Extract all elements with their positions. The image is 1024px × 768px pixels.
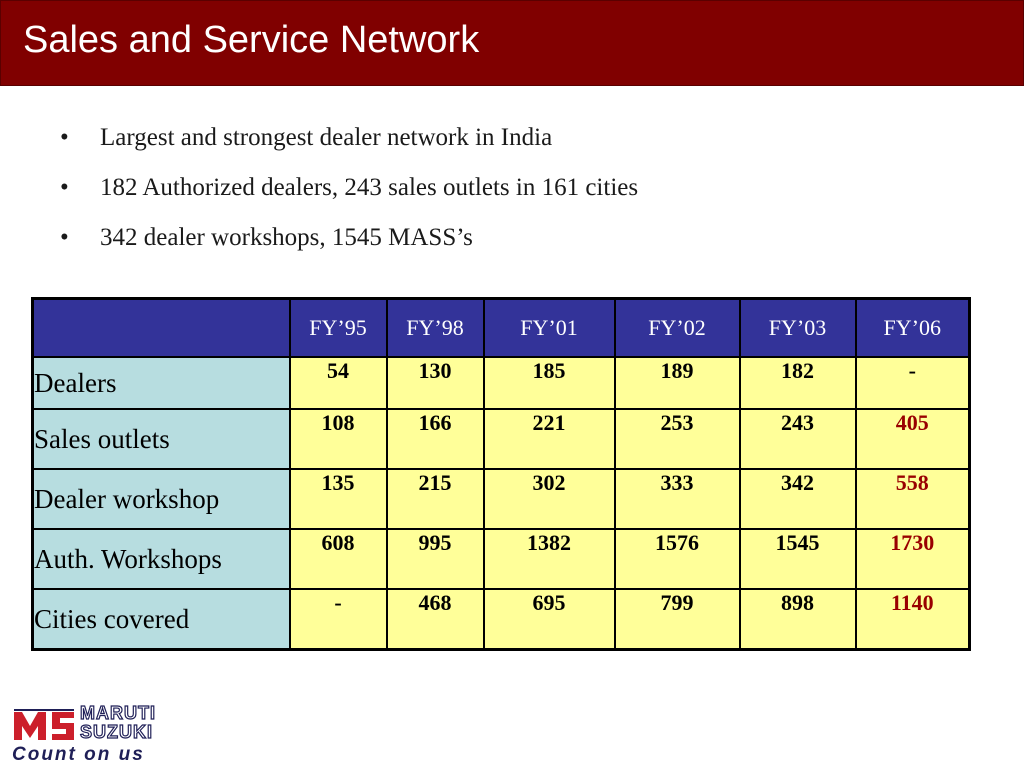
table-cell: 799 <box>613 588 741 651</box>
slide-title: Sales and Service Network <box>23 19 480 61</box>
bullet-item: • Largest and strongest dealer network i… <box>60 118 638 168</box>
table-cell: 54 <box>288 356 388 410</box>
ms-logo-icon <box>14 709 74 740</box>
table-cell: 185 <box>482 356 616 410</box>
logo-brand-line1: MARUTI <box>79 703 156 723</box>
row-label: Auth. Workshops <box>31 528 291 590</box>
table-cell: 108 <box>288 408 388 470</box>
column-header: FY’03 <box>738 297 857 358</box>
table-row: Sales outlets 108 166 221 253 243 405 <box>31 408 971 470</box>
table-cell: 995 <box>385 528 485 590</box>
table-row: Cities covered - 468 695 799 898 1140 <box>31 588 971 651</box>
table-cell: 468 <box>385 588 485 651</box>
bullet-dot-icon: • <box>60 174 69 201</box>
table-row: Dealers 54 130 185 189 182 - <box>31 356 971 410</box>
column-header: FY’98 <box>385 297 485 358</box>
row-label: Cities covered <box>31 588 291 651</box>
maruti-suzuki-logo: MARUTI SUZUKI Count on us <box>12 703 190 765</box>
table-cell: 898 <box>738 588 857 651</box>
table-cell-highlight: 558 <box>854 468 971 530</box>
table-cell: 243 <box>738 408 857 470</box>
column-header: FY’02 <box>613 297 741 358</box>
column-header: FY’06 <box>854 297 971 358</box>
row-label: Dealer workshop <box>31 468 291 530</box>
table-cell-highlight: 405 <box>854 408 971 470</box>
bullet-text: 342 dealer workshops, 1545 MASS’s <box>100 224 473 251</box>
table-row: Dealer workshop 135 215 302 333 342 558 <box>31 468 971 530</box>
logo-brand-line2: SUZUKI <box>79 722 153 742</box>
table-cell: 333 <box>613 468 741 530</box>
table-cell: 221 <box>482 408 616 470</box>
table-cell: - <box>288 588 388 651</box>
table-cell: 253 <box>613 408 741 470</box>
bullet-dot-icon: • <box>60 224 69 251</box>
bullet-list: • Largest and strongest dealer network i… <box>60 118 638 268</box>
table-row: Auth. Workshops 608 995 1382 1576 1545 1… <box>31 528 971 590</box>
logo-tagline: Count on us <box>12 744 145 765</box>
table-cell: 166 <box>385 408 485 470</box>
row-label: Dealers <box>31 356 291 410</box>
table-cell-highlight: 1140 <box>854 588 971 651</box>
bullet-text: 182 Authorized dealers, 243 sales outlet… <box>100 174 639 201</box>
table-cell: 215 <box>385 468 485 530</box>
table-cell: 1382 <box>482 528 616 590</box>
column-header: FY’95 <box>288 297 388 358</box>
row-label: Sales outlets <box>31 408 291 470</box>
table-cell: 302 <box>482 468 616 530</box>
table-cell: 1576 <box>613 528 741 590</box>
table-cell: 130 <box>385 356 485 410</box>
bullet-text: Largest and strongest dealer network in … <box>100 124 553 151</box>
table-corner-header <box>31 297 291 358</box>
table-cell: 189 <box>613 356 741 410</box>
column-header: FY’01 <box>482 297 616 358</box>
table-cell: 695 <box>482 588 616 651</box>
table-cell: 1545 <box>738 528 857 590</box>
bullet-dot-icon: • <box>60 124 69 151</box>
table-cell: 608 <box>288 528 388 590</box>
bullet-item: • 182 Authorized dealers, 243 sales outl… <box>60 168 638 218</box>
network-table: FY’95 FY’98 FY’01 FY’02 FY’03 FY’06 Deal… <box>31 297 971 651</box>
title-bar: Sales and Service Network <box>0 0 1024 86</box>
table-cell-highlight: 1730 <box>854 528 971 590</box>
table-cell: 182 <box>738 356 857 410</box>
table-cell: 135 <box>288 468 388 530</box>
table-cell: - <box>854 356 971 410</box>
bullet-item: • 342 dealer workshops, 1545 MASS’s <box>60 218 638 268</box>
table-cell: 342 <box>738 468 857 530</box>
